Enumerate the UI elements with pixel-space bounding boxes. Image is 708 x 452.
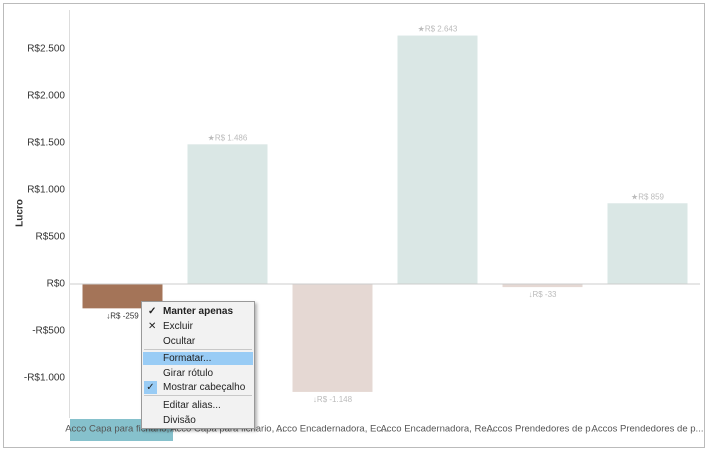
- menu-item[interactable]: ✕ Excluir: [148, 321, 194, 332]
- x-tick-label: Acco Capa para fichario, ...: [65, 424, 180, 435]
- menu-text: Manter apenas: [163, 306, 234, 317]
- bar: [187, 144, 268, 284]
- y-tick-label: -R$500: [32, 326, 65, 337]
- x-tick-label: Accos Prendedores de p...: [592, 424, 704, 435]
- menu-text: Formatar...: [163, 353, 212, 364]
- value-label: ★R$ 859: [631, 192, 665, 201]
- y-axis-title: Lucro: [15, 199, 26, 227]
- value-label: ★R$ 1.486: [208, 133, 248, 142]
- y-tick-label: R$0: [47, 279, 66, 290]
- x-tick-label: Accos Prendedores de p...: [487, 424, 599, 435]
- x-tick-label: Acco Encadernadora, Re...: [380, 424, 494, 435]
- menu-text: Mostrar cabeçalho: [163, 382, 246, 393]
- x-tick-label: Acco Capa para fichario, ...: [170, 424, 285, 435]
- context-menu: ✓ Manter apenas ✕ Excluir Ocultar Formatar…: [141, 301, 255, 429]
- bar: [607, 203, 688, 284]
- menu-item[interactable]: ✓ Manter apenas: [148, 306, 234, 317]
- menu-text: Excluir: [163, 321, 194, 332]
- menu-item[interactable]: Ocultar: [143, 335, 253, 348]
- frame: [3, 3, 705, 448]
- menu-text: Divisão: [163, 415, 196, 426]
- y-tick-label: R$1.500: [27, 138, 65, 149]
- value-label: ★R$ 2.643: [418, 25, 458, 34]
- menu-item[interactable]: Girar rótulo: [143, 367, 253, 380]
- x-tick-label: Acco Encadernadora, Ec...: [276, 424, 389, 435]
- y-tick-label: R$2.500: [27, 44, 65, 55]
- y-tick-label: R$1.000: [27, 185, 65, 196]
- y-tick-label: R$2.000: [27, 91, 65, 102]
- bar: [397, 35, 478, 284]
- menu-item[interactable]: Formatar...: [143, 352, 253, 365]
- menu-item[interactable]: Divisão: [143, 414, 253, 427]
- y-tick-label: R$500: [36, 232, 66, 243]
- menu-item[interactable]: ✓ Mostrar cabeçalho: [143, 381, 253, 394]
- menu-text: Editar alias...: [163, 400, 221, 411]
- value-label: ↓R$ -1.148: [313, 395, 353, 404]
- value-label: ↓R$ -33: [528, 290, 557, 299]
- y-tick-label: -R$1.000: [24, 373, 66, 384]
- menu-item[interactable]: Editar alias...: [143, 399, 253, 412]
- separator: [144, 395, 252, 396]
- value-label: ↓R$ -259: [106, 311, 139, 320]
- menu-text: Girar rótulo: [163, 368, 214, 379]
- menu-text: Ocultar: [163, 336, 196, 347]
- separator: [144, 349, 252, 350]
- bar: [502, 284, 583, 288]
- bar: [292, 284, 373, 392]
